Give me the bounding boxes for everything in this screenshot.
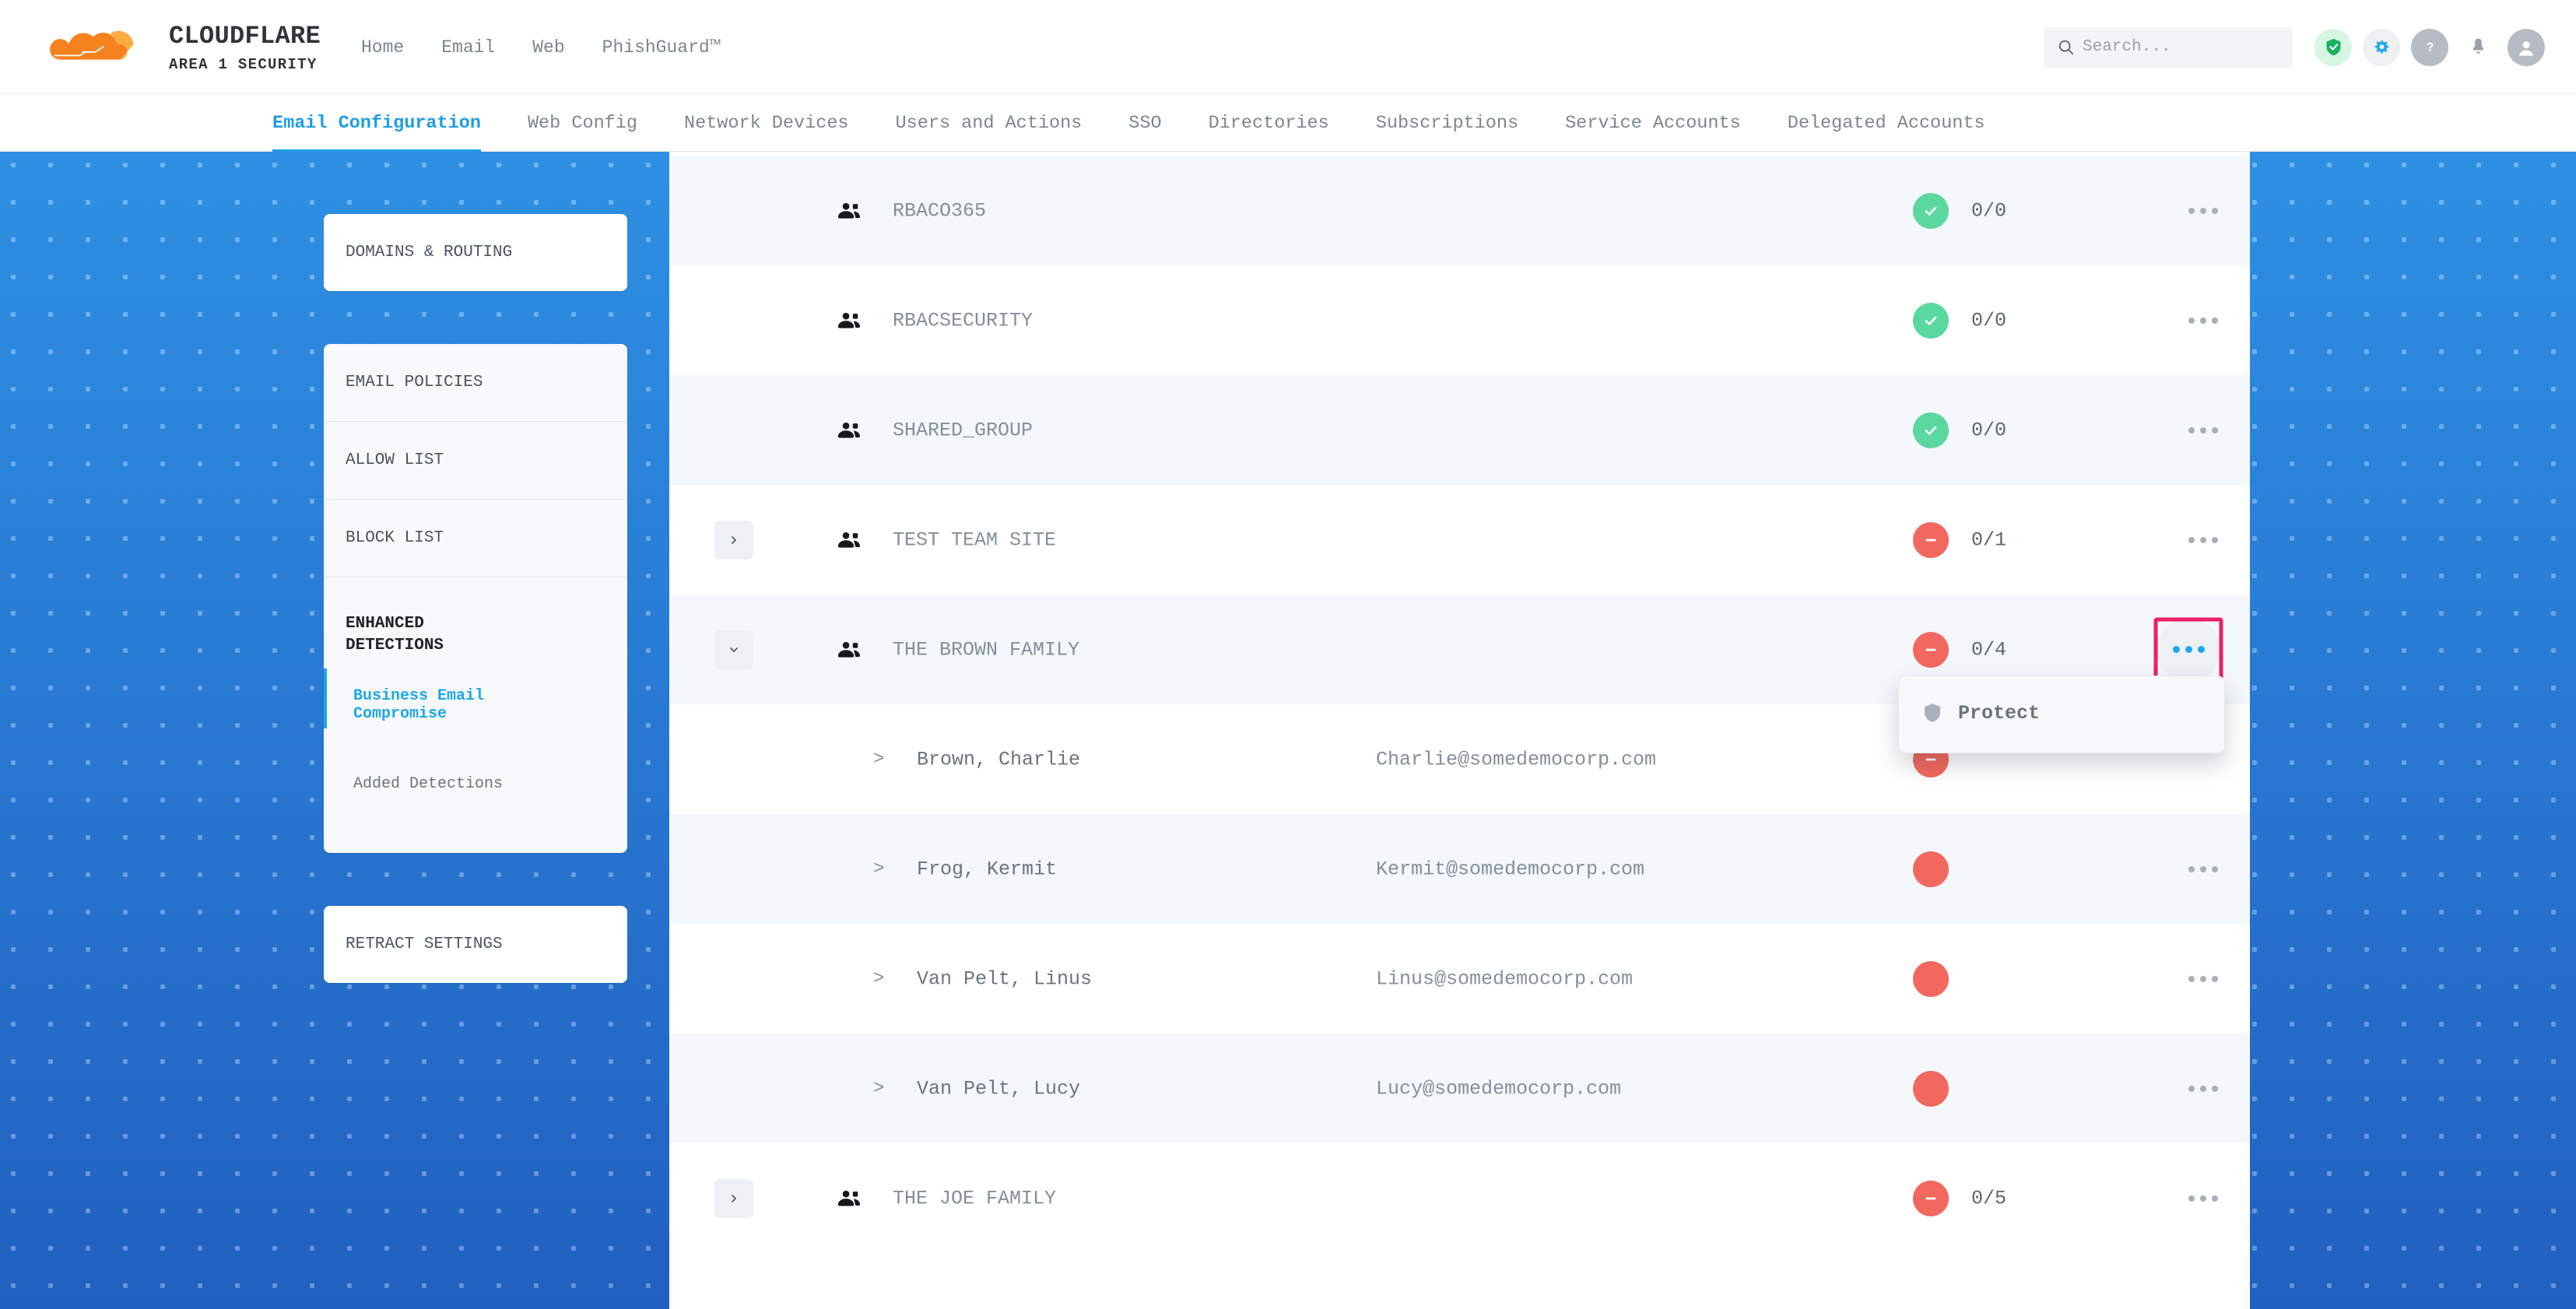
- svg-text:?: ?: [2426, 40, 2433, 54]
